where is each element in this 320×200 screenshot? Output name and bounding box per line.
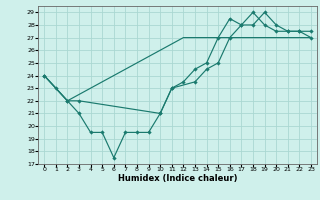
X-axis label: Humidex (Indice chaleur): Humidex (Indice chaleur)	[118, 174, 237, 183]
